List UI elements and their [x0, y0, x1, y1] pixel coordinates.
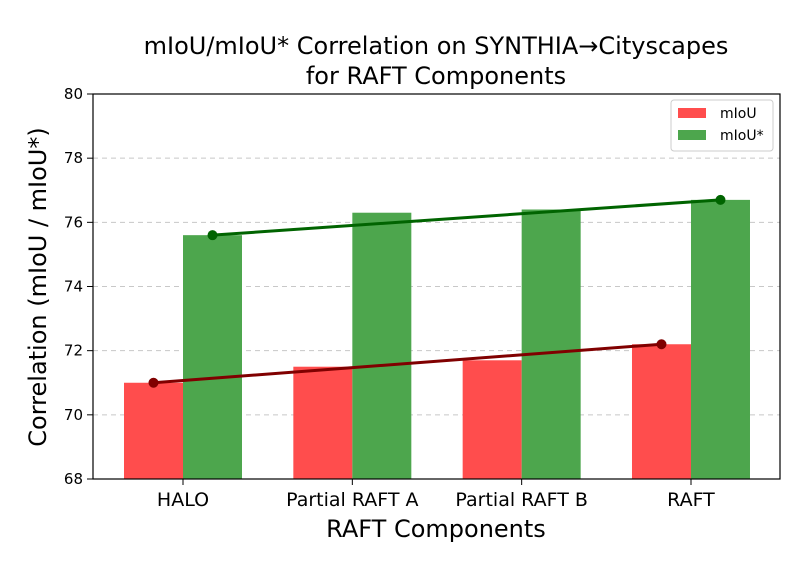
- bar-miou-star: [352, 212, 412, 480]
- trend-lines: [148, 194, 726, 388]
- x-tick-label: HALO: [157, 489, 209, 511]
- x-tick-label: RAFT: [667, 489, 715, 511]
- bar-miou: [462, 360, 522, 479]
- y-axis-ticks: 68 70 72 74 76 78 80: [64, 85, 93, 488]
- x-axis-label: RAFT Components: [326, 515, 546, 543]
- bar-miou-star: [183, 235, 242, 479]
- y-tick-label: 78: [64, 149, 83, 167]
- bar-miou-star: [521, 209, 581, 479]
- y-tick-label: 72: [64, 342, 83, 360]
- chart-subtitle: for RAFT Components: [306, 62, 566, 90]
- y-tick-label: 74: [64, 278, 83, 296]
- bars: [124, 199, 750, 480]
- trend-point: [207, 230, 218, 241]
- chart-title: mIoU/mIoU* Correlation on SYNTHIA→Citysc…: [144, 32, 729, 60]
- legend-label-miou-star: mIoU*: [720, 128, 764, 144]
- y-axis-label: Correlation (mIoU / mIoU*): [24, 127, 52, 446]
- legend-swatch-miou: [678, 108, 706, 118]
- y-tick-label: 76: [64, 213, 83, 231]
- y-tick-label: 80: [64, 85, 83, 103]
- trend-point: [148, 377, 159, 388]
- trend-point: [656, 339, 667, 350]
- trend-point: [715, 194, 726, 205]
- bar-miou: [293, 366, 353, 479]
- legend: mIoU mIoU*: [670, 99, 774, 152]
- legend-label-miou: mIoU: [720, 106, 757, 122]
- grid-lines: [93, 157, 780, 416]
- x-axis-ticks: HALO Partial RAFT A Partial RAFT B RAFT: [157, 479, 715, 511]
- x-tick-label: Partial RAFT A: [286, 489, 418, 511]
- legend-swatch-miou-star: [678, 130, 706, 140]
- y-tick-label: 70: [64, 406, 83, 424]
- y-tick-label: 68: [64, 470, 83, 488]
- x-tick-label: Partial RAFT B: [455, 489, 587, 511]
- bar-miou: [631, 344, 691, 479]
- trend-line: [212, 198, 721, 237]
- trend-line: [153, 342, 662, 385]
- bar-miou: [124, 382, 183, 479]
- bar-miou-star: [690, 199, 750, 479]
